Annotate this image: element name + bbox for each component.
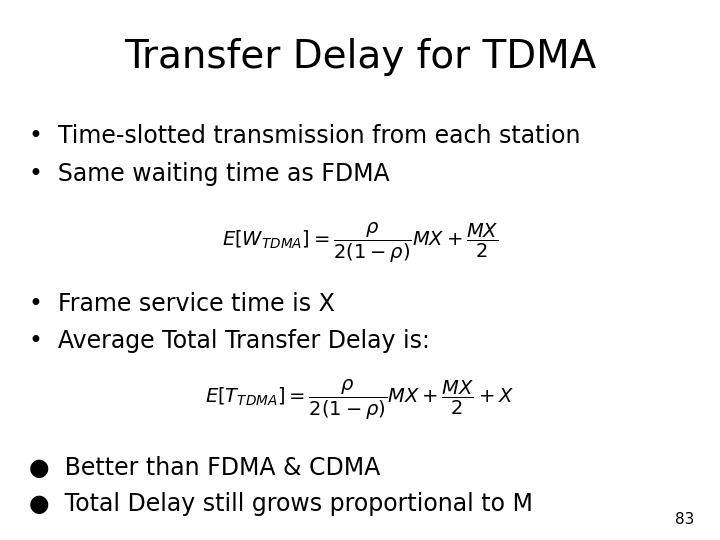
Text: •  Time-slotted transmission from each station: • Time-slotted transmission from each st… [29, 124, 580, 148]
Text: •  Frame service time is X: • Frame service time is X [29, 292, 335, 315]
Text: $E[W_{TDMA}] = \dfrac{\rho}{2(1-\rho)} MX + \dfrac{MX}{2}$: $E[W_{TDMA}] = \dfrac{\rho}{2(1-\rho)} M… [222, 221, 498, 266]
Text: ●  Better than FDMA & CDMA: ● Better than FDMA & CDMA [29, 456, 380, 480]
Text: 83: 83 [675, 511, 695, 526]
Text: ●  Total Delay still grows proportional to M: ● Total Delay still grows proportional t… [29, 492, 533, 516]
Text: $E[T_{TDMA}] = \dfrac{\rho}{2(1-\rho)} MX + \dfrac{MX}{2} + X$: $E[T_{TDMA}] = \dfrac{\rho}{2(1-\rho)} M… [205, 378, 515, 422]
Text: •  Average Total Transfer Delay is:: • Average Total Transfer Delay is: [29, 329, 430, 353]
Text: Transfer Delay for TDMA: Transfer Delay for TDMA [124, 38, 596, 76]
Text: •  Same waiting time as FDMA: • Same waiting time as FDMA [29, 162, 390, 186]
